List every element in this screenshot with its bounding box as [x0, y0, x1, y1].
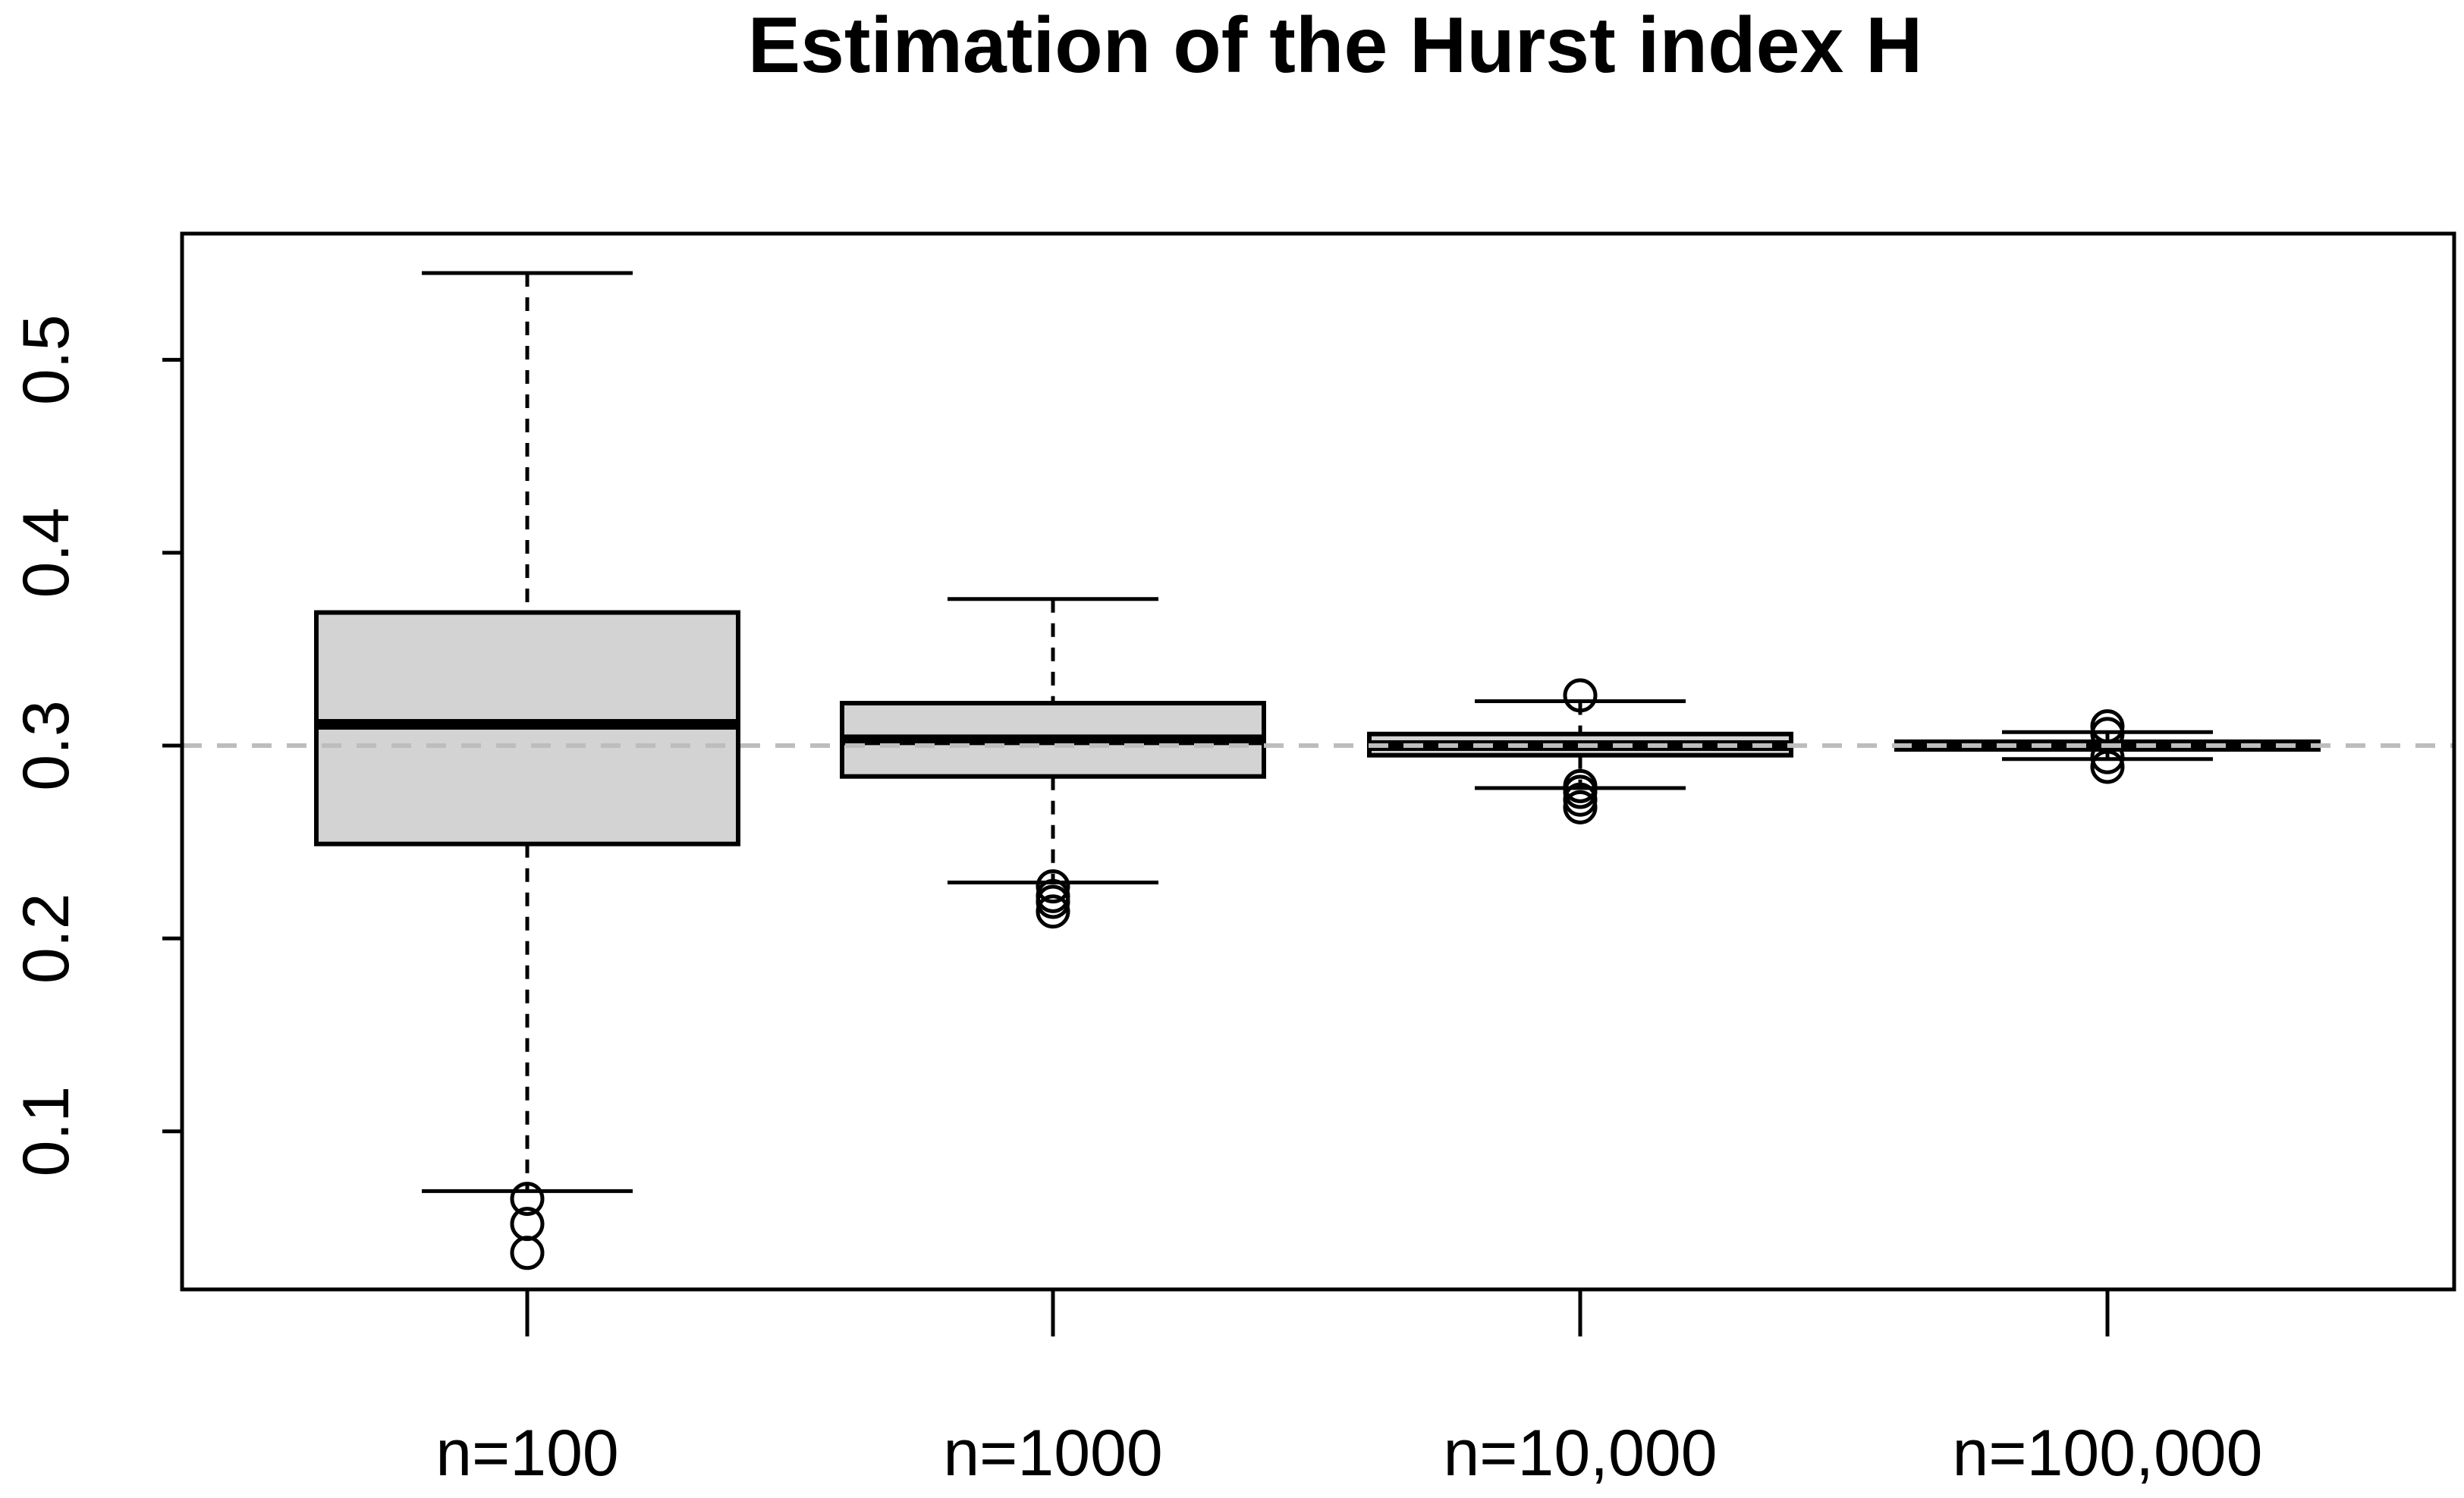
outlier-point — [1036, 869, 1070, 904]
outlier-point — [2090, 717, 2125, 752]
x-tick-label: n=10,000 — [1443, 1417, 1717, 1490]
y-tick-label: 0.1 — [10, 1086, 83, 1177]
outlier-point — [1563, 678, 1598, 713]
plot-layer: 0.1 0.2 0.3 0.4 0.5 n=100 n=1000 n=10,000 n=100,… — [10, 231, 2456, 1490]
y-tick-label: 0.3 — [10, 700, 83, 791]
outlier-point — [2090, 749, 2125, 784]
outlier-point — [1036, 884, 1070, 919]
outlier-point — [1563, 790, 1598, 824]
x-tick-label: n=1000 — [943, 1417, 1162, 1490]
x-tick-label: n=100,000 — [1953, 1417, 2263, 1490]
outlier-point — [510, 1182, 545, 1217]
outlier-point — [1036, 894, 1070, 929]
y-tick-label: 0.4 — [10, 507, 83, 598]
y-tick-label: 0.2 — [10, 893, 83, 985]
outlier-point — [510, 1236, 545, 1270]
outlier-point — [2090, 740, 2125, 774]
chart-title: Estimation of the Hurst index H — [748, 2, 1923, 90]
x-tick-label: n=100 — [435, 1417, 619, 1490]
y-tick-label: 0.5 — [10, 315, 83, 406]
plot-frame — [180, 231, 2456, 1292]
